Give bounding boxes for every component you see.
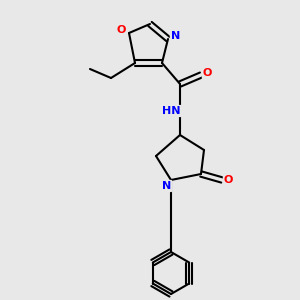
Text: O: O xyxy=(203,68,212,79)
Text: HN: HN xyxy=(162,106,181,116)
Text: O: O xyxy=(117,25,126,35)
Text: O: O xyxy=(224,175,233,185)
Text: N: N xyxy=(171,31,180,41)
Text: N: N xyxy=(162,181,171,191)
